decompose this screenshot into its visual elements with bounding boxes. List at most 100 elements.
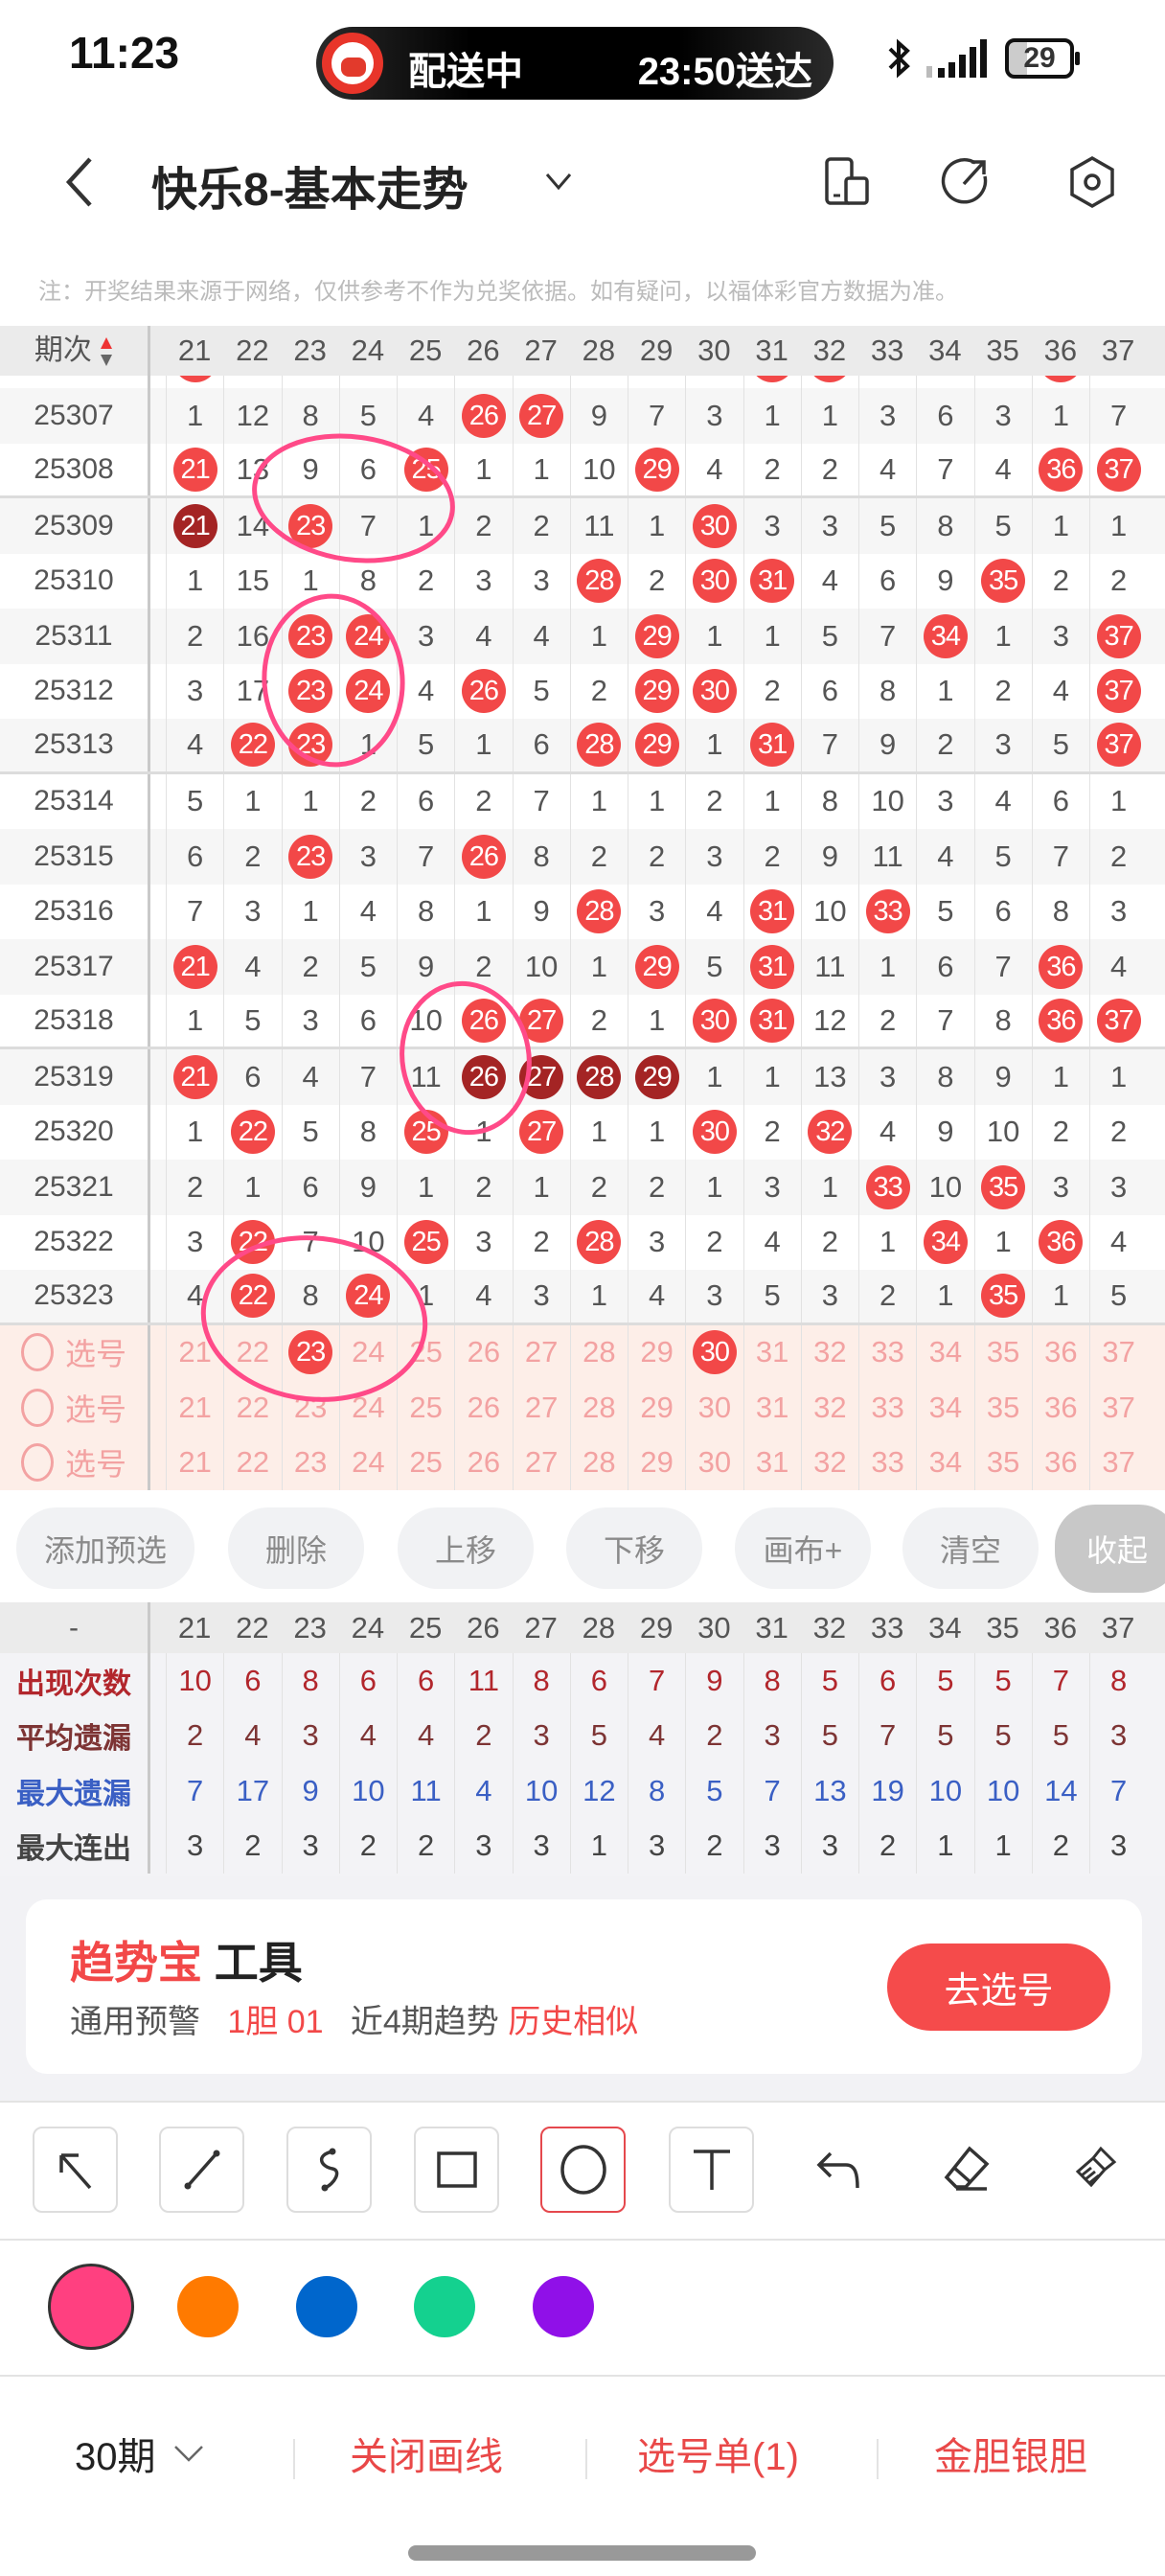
select-number-cell[interactable]: 35 — [973, 1380, 1032, 1436]
number-cell[interactable]: 9 — [281, 443, 339, 495]
number-cell[interactable]: 21 — [166, 1049, 223, 1105]
number-cell[interactable]: 3 — [685, 829, 742, 885]
number-cell[interactable]: 4 — [1031, 663, 1089, 719]
number-cell[interactable]: 25 — [397, 1214, 454, 1270]
column-header-28[interactable]: 28 — [582, 334, 616, 367]
number-cell[interactable]: 1 — [397, 1270, 454, 1322]
number-cell[interactable]: 2 — [569, 829, 628, 885]
number-cell[interactable]: 28 — [569, 884, 628, 939]
number-cell[interactable]: 31 — [742, 719, 801, 771]
number-cell[interactable]: 8 — [281, 388, 339, 444]
select-number-cell[interactable]: 35 — [973, 1324, 1032, 1380]
number-cell[interactable]: 1 — [628, 1104, 685, 1160]
number-cell[interactable]: 22 — [223, 1270, 281, 1322]
select-number-cell[interactable]: 26 — [454, 1435, 512, 1490]
number-cell[interactable]: 4 — [1089, 1214, 1147, 1270]
number-cell[interactable]: 1 — [166, 994, 223, 1046]
select-number-cell[interactable]: 23 — [281, 1380, 339, 1436]
number-cell[interactable]: 2 — [338, 773, 397, 829]
select-number-cell[interactable]: 36 — [1031, 1435, 1089, 1490]
arrow-tool-button[interactable] — [33, 2127, 118, 2213]
number-cell[interactable]: 36 — [1031, 994, 1089, 1046]
select-number-cell[interactable]: 34 — [916, 1435, 973, 1490]
select-number-cell[interactable]: 22 — [223, 1380, 281, 1436]
number-cell[interactable]: 35 — [973, 1160, 1032, 1215]
number-cell[interactable]: 4 — [858, 443, 916, 495]
number-cell[interactable]: 3 — [1089, 1160, 1147, 1215]
number-cell[interactable] — [916, 376, 973, 388]
live-activity-pill[interactable]: 配送中 23:50送达 — [316, 27, 834, 100]
number-cell[interactable]: 1 — [1031, 1270, 1089, 1322]
number-cell[interactable]: 11 — [569, 498, 628, 554]
number-cell[interactable]: 7 — [916, 994, 973, 1046]
number-cell[interactable]: 5 — [166, 773, 223, 829]
select-number-cell[interactable]: 26 — [454, 1324, 512, 1380]
number-cell[interactable]: 5 — [223, 994, 281, 1046]
number-cell[interactable]: 3 — [858, 1049, 916, 1105]
select-row-label[interactable]: 选号 — [0, 1435, 150, 1490]
select-row[interactable]: 选号 21 22 23 24 25 26 27 28 29 30 31 32 33 34 35 36 37 — [0, 1380, 1165, 1436]
number-cell[interactable]: 29 — [628, 1049, 685, 1105]
number-cell[interactable]: 34 — [916, 609, 973, 664]
column-header-32[interactable]: 32 — [812, 334, 847, 367]
number-cell[interactable]: 1 — [454, 1104, 512, 1160]
number-cell[interactable]: 2 — [800, 1214, 858, 1270]
select-number-cell[interactable]: 25 — [397, 1435, 454, 1490]
select-number-cell[interactable]: 29 — [628, 1435, 685, 1490]
select-number-cell[interactable]: 30 — [685, 1380, 742, 1436]
number-cell[interactable]: 4 — [454, 609, 512, 664]
number-cell[interactable]: 2 — [569, 1160, 628, 1215]
number-cell[interactable]: 1 — [685, 719, 742, 771]
number-cell[interactable]: 6 — [223, 1049, 281, 1105]
number-cell[interactable]: 36 — [1031, 1214, 1089, 1270]
number-cell[interactable]: 3 — [685, 388, 742, 444]
number-cell[interactable]: 30 — [685, 553, 742, 609]
number-cell[interactable]: 5 — [973, 829, 1032, 885]
number-cell[interactable]: 1 — [454, 719, 512, 771]
circle-tool-button[interactable] — [540, 2127, 626, 2213]
number-cell[interactable] — [223, 376, 281, 388]
select-number-cell[interactable]: 30 — [685, 1324, 742, 1380]
settings-icon[interactable] — [1063, 153, 1121, 211]
select-row-label[interactable]: 选号 — [0, 1324, 150, 1380]
number-cell[interactable]: 7 — [628, 388, 685, 444]
number-cell[interactable]: 32 — [800, 376, 858, 388]
select-number-cell[interactable]: 22 — [223, 1324, 281, 1380]
column-header-29[interactable]: 29 — [639, 334, 674, 367]
color-swatch[interactable] — [533, 2276, 594, 2337]
number-cell[interactable] — [685, 376, 742, 388]
number-cell[interactable]: 4 — [800, 553, 858, 609]
number-cell[interactable]: 8 — [973, 994, 1032, 1046]
number-cell[interactable]: 1 — [223, 773, 281, 829]
number-cell[interactable]: 37 — [1089, 994, 1147, 1046]
number-cell[interactable]: 8 — [338, 553, 397, 609]
number-cell[interactable]: 1 — [800, 388, 858, 444]
column-header-23[interactable]: 23 — [293, 334, 327, 367]
number-cell[interactable] — [628, 376, 685, 388]
select-number-cell[interactable]: 24 — [338, 1435, 397, 1490]
number-cell[interactable]: 4 — [338, 884, 397, 939]
number-cell[interactable]: 33 — [858, 884, 916, 939]
close-drawing-button[interactable]: 关闭画线 — [350, 2436, 503, 2478]
number-cell[interactable]: 4 — [512, 609, 570, 664]
number-cell[interactable] — [1089, 376, 1147, 388]
number-cell[interactable]: 3 — [281, 994, 339, 1046]
number-cell[interactable]: 3 — [628, 884, 685, 939]
select-number-cell[interactable]: 31 — [742, 1380, 801, 1436]
select-number-cell[interactable]: 35 — [973, 1435, 1032, 1490]
number-cell[interactable]: 8 — [338, 1104, 397, 1160]
select-number-cell[interactable]: 37 — [1089, 1380, 1147, 1436]
number-cell[interactable]: 7 — [338, 1049, 397, 1105]
number-cell[interactable]: 36 — [1031, 376, 1089, 388]
table-body[interactable]: 2131323625307112854262797311363172530821… — [0, 376, 1165, 1493]
number-cell[interactable]: 1 — [973, 1214, 1032, 1270]
select-number-cell[interactable]: 28 — [569, 1324, 628, 1380]
number-cell[interactable]: 16 — [223, 609, 281, 664]
number-cell[interactable]: 2 — [281, 939, 339, 995]
number-cell[interactable]: 1 — [1089, 773, 1147, 829]
number-cell[interactable]: 1 — [800, 1160, 858, 1215]
number-cell[interactable]: 3 — [800, 1270, 858, 1322]
number-cell[interactable]: 3 — [166, 1214, 223, 1270]
number-cell[interactable]: 1 — [1031, 388, 1089, 444]
number-cell[interactable]: 1 — [742, 773, 801, 829]
